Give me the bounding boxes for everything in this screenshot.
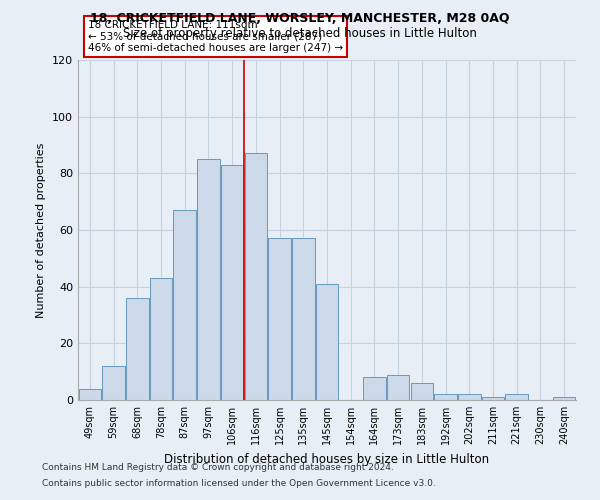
Bar [292, 238, 314, 400]
Text: Contains public sector information licensed under the Open Government Licence v3: Contains public sector information licen… [42, 478, 436, 488]
Bar [126, 298, 149, 400]
Bar [316, 284, 338, 400]
Text: 18, CRICKETFIELD LANE, WORSLEY, MANCHESTER, M28 0AQ: 18, CRICKETFIELD LANE, WORSLEY, MANCHEST… [90, 12, 510, 26]
Bar [434, 394, 457, 400]
X-axis label: Distribution of detached houses by size in Little Hulton: Distribution of detached houses by size … [164, 452, 490, 466]
Bar [197, 159, 220, 400]
Text: 18 CRICKETFIELD LANE: 111sqm
← 53% of detached houses are smaller (287)
46% of s: 18 CRICKETFIELD LANE: 111sqm ← 53% of de… [88, 20, 343, 53]
Bar [505, 394, 528, 400]
Bar [221, 165, 244, 400]
Bar [245, 154, 267, 400]
Text: Size of property relative to detached houses in Little Hulton: Size of property relative to detached ho… [123, 28, 477, 40]
Bar [458, 394, 481, 400]
Bar [482, 397, 504, 400]
Bar [79, 388, 101, 400]
Bar [268, 238, 291, 400]
Bar [150, 278, 172, 400]
Bar [387, 374, 409, 400]
Bar [410, 383, 433, 400]
Bar [173, 210, 196, 400]
Bar [553, 397, 575, 400]
Y-axis label: Number of detached properties: Number of detached properties [37, 142, 46, 318]
Bar [103, 366, 125, 400]
Text: Contains HM Land Registry data © Crown copyright and database right 2024.: Contains HM Land Registry data © Crown c… [42, 464, 394, 472]
Bar [363, 378, 386, 400]
